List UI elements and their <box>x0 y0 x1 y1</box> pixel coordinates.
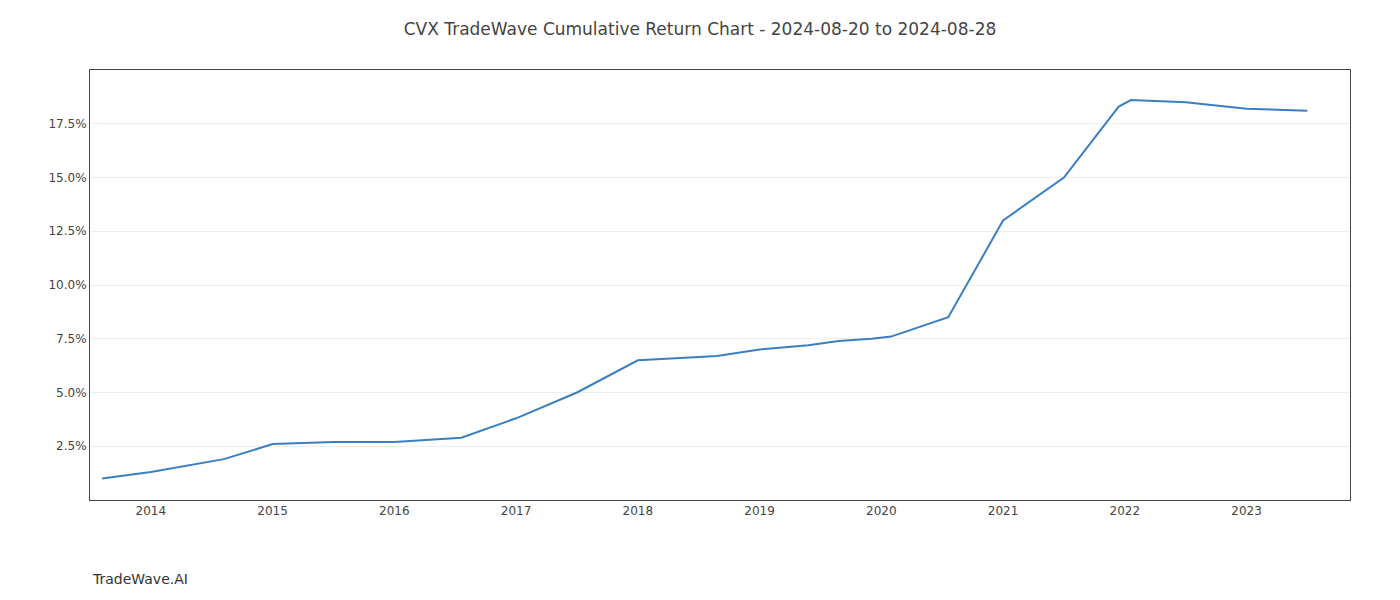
svg-text:2017: 2017 <box>501 504 532 518</box>
svg-text:2015: 2015 <box>257 504 288 518</box>
svg-text:2023: 2023 <box>1231 504 1262 518</box>
svg-text:TradeWave.AI: TradeWave.AI <box>92 571 188 587</box>
svg-text:2020: 2020 <box>866 504 897 518</box>
svg-text:12.5%: 12.5% <box>48 224 86 238</box>
svg-text:2019: 2019 <box>744 504 775 518</box>
svg-text:10.0%: 10.0% <box>48 278 86 292</box>
svg-text:2018: 2018 <box>623 504 654 518</box>
svg-text:15.0%: 15.0% <box>48 171 86 185</box>
svg-text:2.5%: 2.5% <box>56 439 87 453</box>
svg-text:2016: 2016 <box>379 504 410 518</box>
svg-text:7.5%: 7.5% <box>56 332 87 346</box>
svg-text:2022: 2022 <box>1110 504 1141 518</box>
svg-text:5.0%: 5.0% <box>56 386 87 400</box>
svg-text:17.5%: 17.5% <box>48 117 86 131</box>
svg-text:CVX TradeWave Cumulative Retur: CVX TradeWave Cumulative Return Chart - … <box>404 19 997 39</box>
svg-text:2021: 2021 <box>988 504 1019 518</box>
svg-text:2014: 2014 <box>136 504 167 518</box>
